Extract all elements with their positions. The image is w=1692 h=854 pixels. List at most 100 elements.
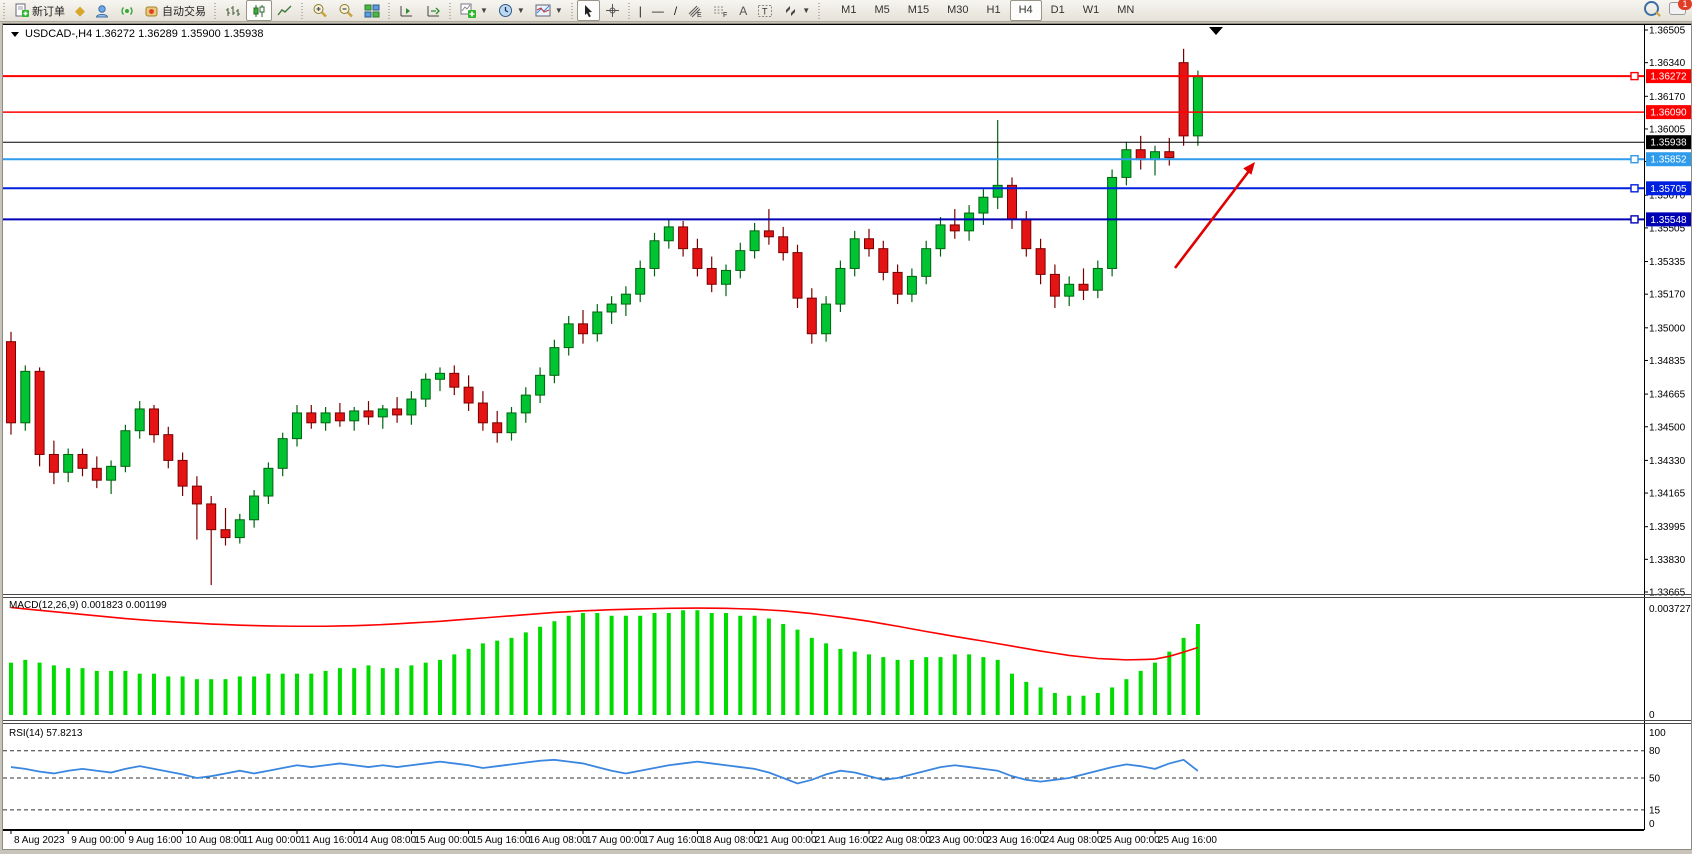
svg-text:1.34330: 1.34330: [1649, 456, 1686, 467]
new-order-icon: [15, 3, 29, 17]
shift-marker-icon[interactable]: [1209, 27, 1223, 35]
trendline-tool[interactable]: /: [669, 0, 682, 21]
tab-m1[interactable]: M1: [841, 4, 857, 16]
price-badge: 1.36090: [1646, 105, 1691, 120]
cursor-tool-button[interactable]: [576, 0, 600, 21]
svg-text:1.36090: 1.36090: [1650, 108, 1687, 119]
template-icon: [535, 4, 551, 17]
toolbar-grip[interactable]: [213, 2, 218, 19]
search-icon[interactable]: [1644, 1, 1659, 16]
crosshair-tool-button[interactable]: [600, 0, 625, 21]
candlestick-chart-button[interactable]: [246, 0, 272, 21]
tab-d1[interactable]: D1: [1050, 4, 1065, 16]
svg-text:15: 15: [1649, 805, 1661, 816]
toolbar-grip[interactable]: [569, 2, 575, 19]
toolbar-grip[interactable]: [626, 2, 632, 19]
indicators-icon: [460, 3, 476, 18]
gold-coin-icon: ◆: [75, 3, 85, 18]
channel-tool[interactable]: E: [682, 0, 708, 21]
svg-text:1.34835: 1.34835: [1649, 356, 1686, 367]
svg-text:0.003727: 0.003727: [1649, 604, 1691, 615]
price-badge: 1.35548: [1646, 212, 1691, 227]
channel-icon: E: [688, 5, 702, 18]
hline-1.35548[interactable]: [3, 215, 1644, 224]
bar-chart-button[interactable]: [220, 0, 246, 21]
toolbar-grip[interactable]: [387, 2, 392, 19]
text-tool[interactable]: A: [734, 0, 752, 21]
zoom-in-button[interactable]: [307, 0, 333, 21]
templates-button[interactable]: ▼: [530, 0, 568, 21]
svg-text:25 Aug 16:00: 25 Aug 16:00: [1158, 835, 1217, 846]
svg-text:0: 0: [1649, 819, 1655, 830]
market-button[interactable]: ◆: [70, 0, 90, 21]
chart-canvas[interactable]: 1.365051.363401.361701.360051.358401.356…: [3, 24, 1691, 849]
tab-m15[interactable]: M15: [907, 4, 930, 16]
vertical-line-tool[interactable]: |: [634, 0, 647, 21]
fibonacci-tool[interactable]: F: [708, 0, 734, 21]
top-toolbar: 新订单 ◆ 自动交易 ▼: [0, 0, 1692, 22]
svg-text:21 Aug 16:00: 21 Aug 16:00: [815, 835, 874, 846]
candlestick-icon: [253, 4, 265, 17]
toolbar-grip[interactable]: [2, 2, 7, 19]
auto-scroll-button[interactable]: [394, 0, 420, 21]
autotrading-button[interactable]: 自动交易: [140, 0, 211, 21]
auto-scroll-icon: [400, 5, 412, 16]
tab-h4[interactable]: H4: [1009, 0, 1042, 21]
zoom-out-button[interactable]: [333, 0, 359, 21]
tab-w1[interactable]: W1: [1082, 4, 1100, 16]
toolbar-grip[interactable]: [817, 2, 823, 19]
autotrading-icon: [145, 6, 158, 16]
svg-text:1.35170: 1.35170: [1649, 290, 1686, 301]
community-button[interactable]: [90, 0, 115, 21]
notification-badge: 1: [1678, 0, 1692, 10]
svg-text:1.35852: 1.35852: [1650, 155, 1687, 166]
periods-button[interactable]: ▼: [493, 0, 530, 21]
hline-1.36272[interactable]: [3, 71, 1644, 81]
toolbar-grip[interactable]: [300, 2, 305, 19]
indicators-button[interactable]: ▼: [455, 0, 493, 21]
svg-text:17 Aug 16:00: 17 Aug 16:00: [643, 835, 702, 846]
tab-mn[interactable]: MN: [1117, 4, 1135, 16]
svg-text:9 Aug 00:00: 9 Aug 00:00: [71, 835, 125, 846]
svg-text:1.35548: 1.35548: [1650, 215, 1687, 226]
new-order-label: 新订单: [32, 5, 65, 18]
chart-shift-button[interactable]: [420, 0, 446, 21]
rsi-line: [10, 758, 1199, 785]
notifications-icon[interactable]: 1: [1669, 0, 1692, 15]
price-badge: 1.35852: [1646, 152, 1691, 167]
svg-text:50: 50: [1649, 774, 1661, 785]
hline-1.35852[interactable]: [3, 155, 1644, 164]
macd-signal-line: [10, 606, 1199, 661]
tab-m5[interactable]: M5: [874, 4, 890, 16]
trend-arrow[interactable]: [1173, 162, 1255, 269]
new-order-button[interactable]: 新订单: [9, 0, 70, 21]
chart-shift-icon: [427, 5, 440, 16]
svg-text:E: E: [697, 12, 702, 18]
horizontal-line-tool[interactable]: —: [647, 0, 669, 21]
text-label-tool[interactable]: T: [752, 0, 778, 21]
macd-panel[interactable]: MACD(12,26,9) 0.001823 0.001199 0.003727 0: [9, 600, 1691, 721]
hline-1.35705[interactable]: [3, 184, 1644, 193]
chart-dropdown-triangle: [11, 32, 19, 37]
cursor-icon: [584, 4, 592, 17]
candlestick-series[interactable]: [6, 48, 1203, 586]
svg-text:1.36505: 1.36505: [1649, 26, 1686, 37]
chart-title: USDCAD-,H4 1.36272 1.36289 1.35900 1.359…: [11, 28, 264, 40]
timeframe-bar: M1 M5 M15 M30 H1 H4 D1 W1 MN: [832, 0, 1143, 21]
svg-text:14 Aug 08:00: 14 Aug 08:00: [357, 835, 416, 846]
rsi-panel[interactable]: RSI(14) 57.8213 100 80 50 15 0: [3, 728, 1666, 830]
svg-text:1.35670: 1.35670: [1649, 191, 1686, 202]
svg-text:18 Aug 08:00: 18 Aug 08:00: [700, 835, 759, 846]
tab-h1[interactable]: H1: [986, 4, 1001, 16]
tile-windows-button[interactable]: [359, 0, 385, 21]
tab-m30[interactable]: M30: [947, 4, 969, 16]
toolbar-grip[interactable]: [448, 2, 453, 19]
line-chart-button[interactable]: [272, 0, 298, 21]
svg-text:1.34500: 1.34500: [1649, 422, 1686, 433]
rsi-label: RSI(14) 57.8213: [9, 728, 83, 739]
toolbar-right: 1: [1644, 0, 1692, 16]
arrows-tool[interactable]: ▼: [778, 0, 815, 21]
svg-text:16 Aug 08:00: 16 Aug 08:00: [529, 835, 588, 846]
signals-button[interactable]: [115, 0, 140, 21]
